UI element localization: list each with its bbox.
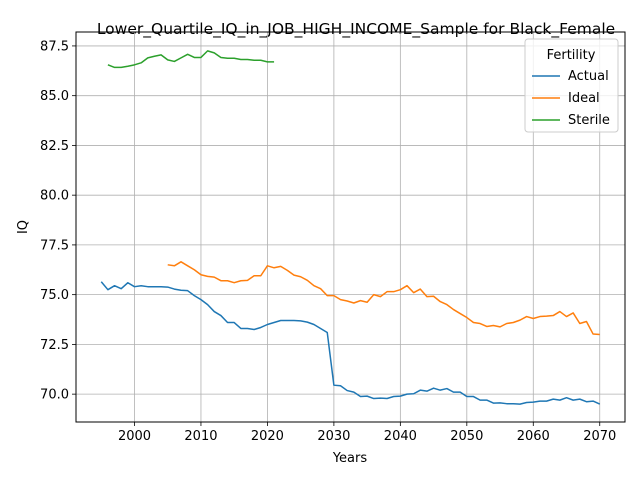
legend-label-ideal: Ideal (568, 91, 600, 106)
legend: Fertility Actual Ideal Sterile (524, 38, 619, 133)
y-tick-label: 80.0 (40, 189, 69, 204)
y-tick-label: 77.5 (40, 238, 69, 253)
y-tick-label: 82.5 (40, 139, 69, 154)
x-axis-label: Years (332, 451, 368, 466)
legend-items: Actual Ideal Sterile (532, 69, 610, 128)
x-tick-label: 2070 (583, 429, 616, 444)
y-tick-label: 87.5 (40, 39, 69, 54)
plot-frame (75, 31, 626, 423)
legend-box (524, 38, 619, 133)
x-tick-label: 2060 (517, 429, 550, 444)
axis-ticks: 2000 2010 2020 2030 2040 2050 2060 2070 70.0 72.5… (40, 39, 616, 444)
legend-title: Fertility (547, 48, 596, 63)
series-line-sterile (107, 50, 275, 69)
y-tick-label: 70.0 (40, 388, 69, 403)
y-tick-label: 85.0 (40, 89, 69, 104)
y-tick-label: 75.0 (40, 288, 69, 303)
x-tick-label: 2040 (384, 429, 417, 444)
x-tick-label: 2000 (118, 429, 151, 444)
legend-label-actual: Actual (568, 69, 609, 84)
x-tick-label: 2020 (251, 429, 284, 444)
grid-lines (76, 32, 625, 422)
x-tick-label: 2050 (450, 429, 483, 444)
x-tick-label: 2010 (184, 429, 217, 444)
y-tick-label: 72.5 (40, 338, 69, 353)
series-line-actual (100, 281, 601, 405)
legend-label-sterile: Sterile (568, 113, 610, 128)
series-lines (100, 50, 601, 405)
y-axis-label: IQ (16, 220, 31, 234)
x-tick-label: 2030 (317, 429, 350, 444)
series-line-ideal (167, 261, 600, 336)
chart-title: Lower_Quartile_IQ_in_JOB_HIGH_INCOME_Sam… (97, 20, 615, 39)
